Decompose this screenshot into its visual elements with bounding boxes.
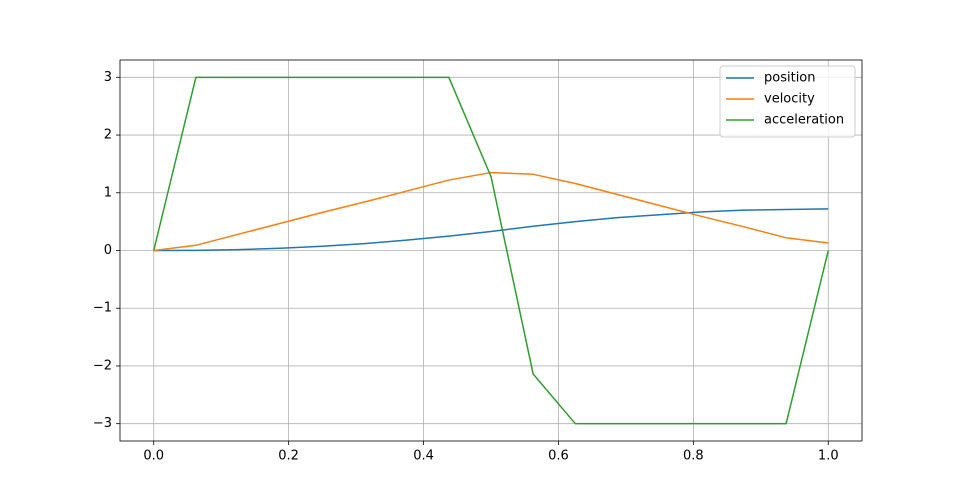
line: [153, 171, 829, 252]
line: [152, 76, 830, 425]
y-tick-label: 3: [104, 70, 112, 85]
x-tick-label: 1.0: [818, 449, 839, 464]
legend-label: velocity: [764, 92, 815, 107]
y-tick-label: −3: [93, 416, 112, 431]
x-tick-label: 0.6: [548, 449, 569, 464]
x-tick-label: 0.0: [143, 449, 164, 464]
legend-label: position: [764, 71, 816, 86]
y-tick-label: 2: [104, 128, 112, 143]
x-tick-label: 0.8: [683, 449, 704, 464]
legend-label: acceleration: [764, 113, 844, 128]
line: [153, 208, 829, 252]
y-tick-label: −1: [93, 301, 112, 316]
y-tick-label: 1: [104, 185, 112, 200]
x-tick-label: 0.2: [278, 449, 299, 464]
x-tick-label: 0.4: [413, 449, 434, 464]
y-tick-label: −2: [93, 358, 112, 373]
plot-frame: [119, 59, 863, 442]
y-tick-label: 0: [104, 243, 112, 258]
